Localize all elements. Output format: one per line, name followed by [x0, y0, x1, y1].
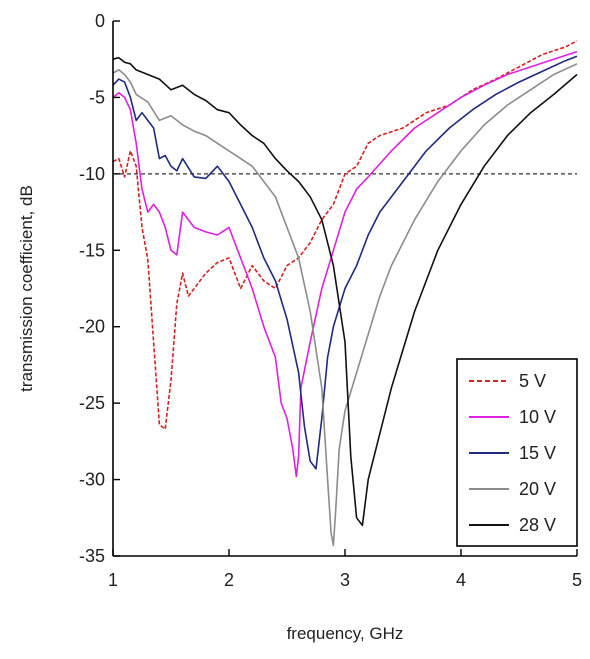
series-line-28v: [112, 56, 578, 527]
legend-label: 5 V: [519, 371, 546, 391]
x-tick-label: 5: [572, 570, 582, 590]
y-tick-label: -15: [79, 240, 105, 260]
x-tick-label: 4: [456, 570, 466, 590]
x-ticks: 1 2 3 4 5: [108, 549, 582, 590]
x-tick-label: 2: [224, 570, 234, 590]
legend: 5 V 10 V 15 V 20 V 28 V: [456, 358, 578, 547]
x-tick-label: 1: [108, 570, 118, 590]
y-tick-label: -35: [79, 546, 105, 566]
y-axis-label: transmission coefficient, dB: [17, 185, 36, 392]
legend-label: 20 V: [519, 479, 556, 499]
y-tick-label: -25: [79, 393, 105, 413]
y-tick-label: 0: [95, 11, 105, 31]
y-tick-label: -20: [79, 317, 105, 337]
x-tick-label: 3: [340, 570, 350, 590]
x-axis-label: frequency, GHz: [287, 624, 404, 643]
series-line-10v: [112, 50, 578, 478]
legend-label: 10 V: [519, 407, 556, 427]
series-line-5v: [112, 40, 578, 430]
series-layer: [112, 40, 578, 547]
series-line-15v: [112, 55, 578, 470]
y-tick-label: -5: [89, 87, 105, 107]
y-tick-label: -10: [79, 164, 105, 184]
legend-label: 28 V: [519, 515, 556, 535]
y-tick-label: -30: [79, 470, 105, 490]
series-line-20v: [112, 63, 578, 547]
y-ticks: 0 -5 -10 -15 -20 -25 -30 -35: [79, 11, 120, 566]
legend-label: 15 V: [519, 443, 556, 463]
